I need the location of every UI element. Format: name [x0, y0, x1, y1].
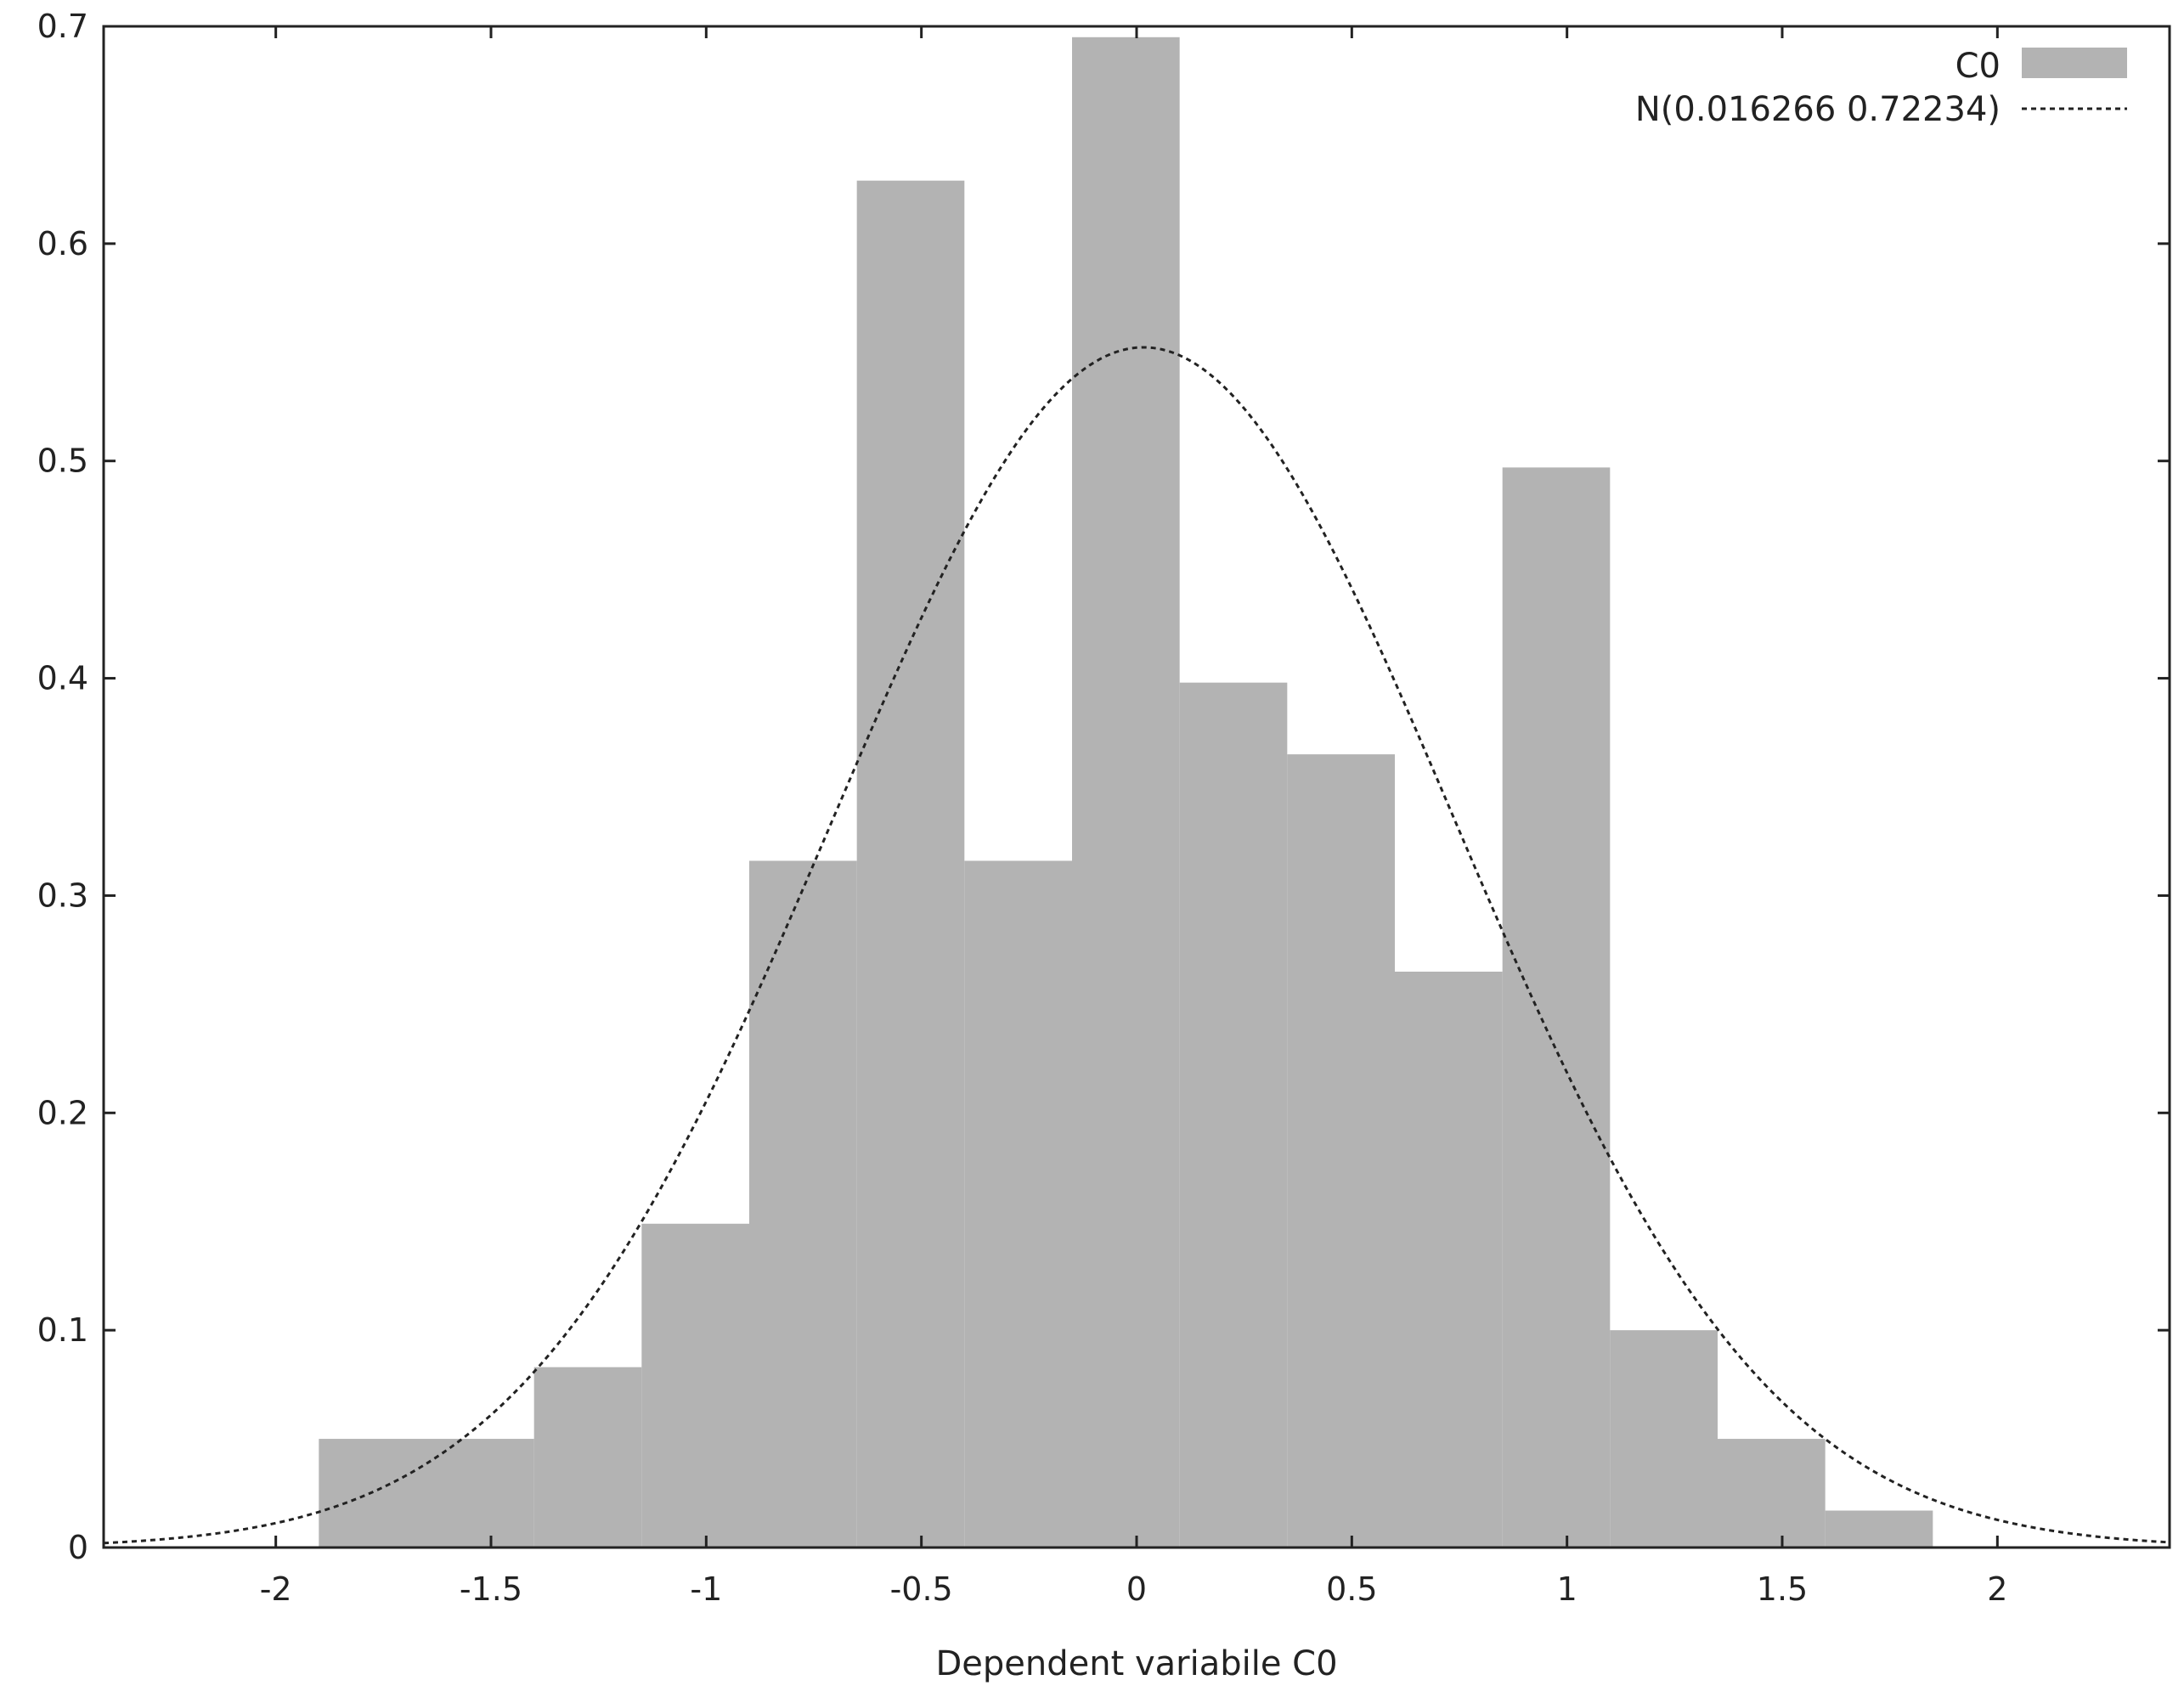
legend: C0 N(0.016266 0.72234) — [1635, 47, 2127, 129]
legend-swatch-c0 — [2022, 48, 2127, 78]
normal-density-curve — [103, 346, 2170, 1545]
x-tick-label: -2 — [260, 1570, 292, 1608]
y-tick-label: 0 — [68, 1529, 88, 1566]
y-tick-label: 0.1 — [37, 1311, 88, 1349]
y-axis-ticks: 0 0.1 0.2 0.3 0.4 0.5 0.6 0.7 — [37, 8, 2170, 1566]
y-tick-label: 0.6 — [37, 225, 88, 262]
histogram-bar — [964, 860, 1072, 1548]
histogram-bars — [319, 37, 1933, 1548]
x-tick-label: -1.5 — [460, 1570, 522, 1608]
histogram-bar — [856, 180, 965, 1548]
x-tick-label: -0.5 — [890, 1570, 953, 1608]
histogram-bar — [749, 860, 857, 1548]
x-axis-title: Dependent variabile C0 — [935, 1644, 1337, 1683]
x-axis-ticks: -2 -1.5 -1 -0.5 0 0.5 1 1.5 2 — [260, 26, 2007, 1608]
x-tick-label: 0.5 — [1326, 1570, 1377, 1608]
y-tick-label: 0.2 — [37, 1094, 88, 1131]
histogram-bar — [1395, 971, 1503, 1548]
x-tick-label: 0 — [1126, 1570, 1147, 1608]
y-tick-label: 0.5 — [37, 443, 88, 480]
x-tick-label: 1.5 — [1757, 1570, 1808, 1608]
histogram-bar — [1287, 754, 1395, 1548]
histogram-bar — [533, 1367, 642, 1548]
legend-label-normal: N(0.016266 0.72234) — [1635, 90, 2001, 129]
histogram-bar — [1825, 1510, 1933, 1548]
y-tick-label: 0.4 — [37, 660, 88, 697]
histogram-bar — [1502, 467, 1611, 1548]
histogram-bar — [1072, 37, 1180, 1548]
histogram-bar — [1610, 1330, 1718, 1548]
x-tick-label: 2 — [1987, 1570, 2007, 1608]
y-tick-label: 0.7 — [37, 8, 88, 45]
histogram-bar — [1718, 1439, 1826, 1548]
x-tick-label: 1 — [1557, 1570, 1577, 1608]
histogram-bar — [1179, 682, 1288, 1548]
legend-label-c0: C0 — [1955, 47, 2001, 86]
histogram-bar — [319, 1439, 534, 1548]
histogram-bar — [641, 1223, 749, 1548]
y-tick-label: 0.3 — [37, 877, 88, 914]
x-tick-label: -1 — [690, 1570, 722, 1608]
